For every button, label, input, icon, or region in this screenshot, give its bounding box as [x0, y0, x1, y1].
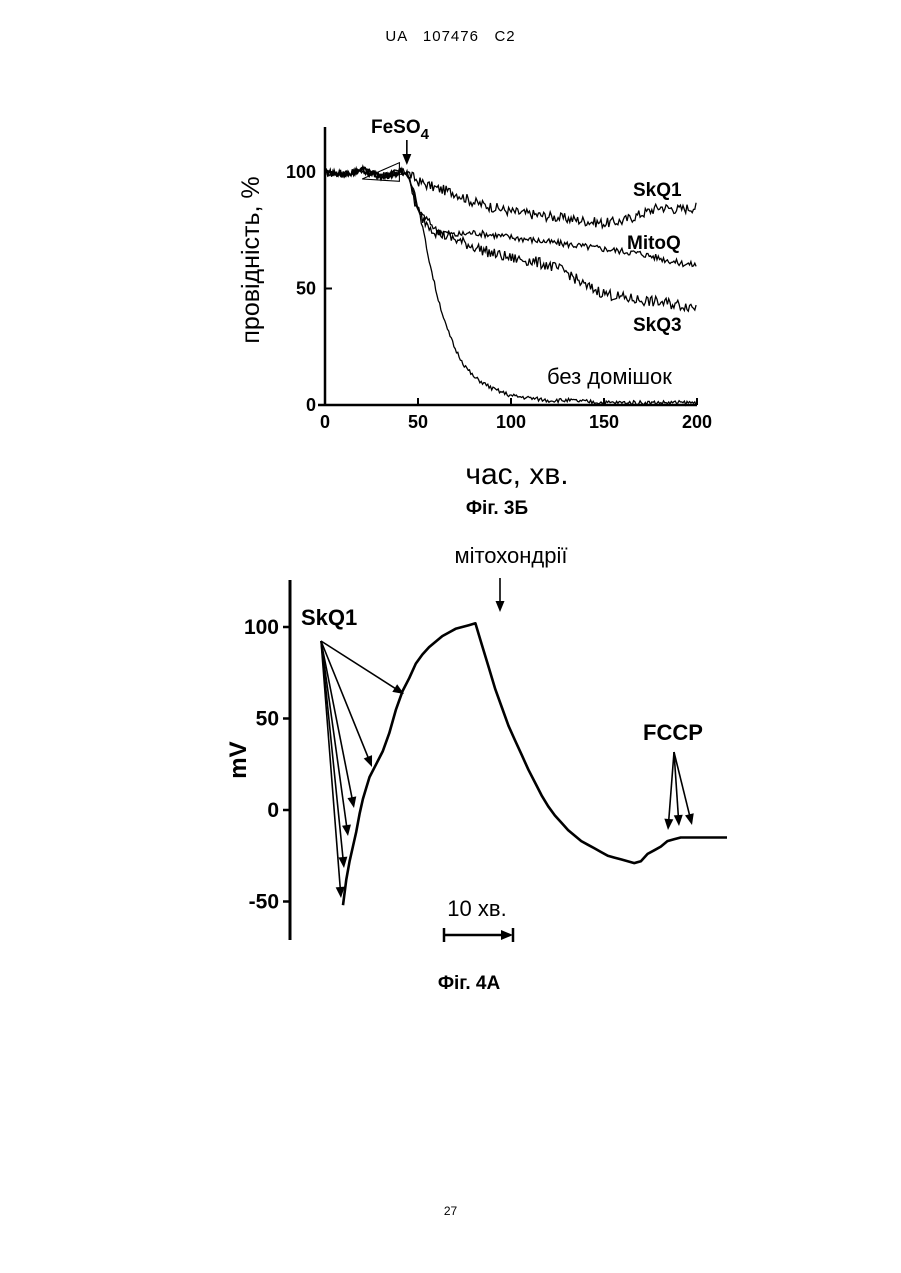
y-tick-label: 50	[256, 708, 279, 731]
series-label: без домішок	[547, 364, 672, 389]
y-tick-label: 50	[296, 279, 316, 299]
fe-annotation-main: FeSO	[371, 117, 421, 138]
chart-fig4a: -50 0 50 100 mV SkQ1 мітохондрії FCCP 10 хв…	[225, 543, 727, 994]
document-header: UA 107476 C2	[385, 28, 516, 45]
skq1-arrow	[320, 640, 371, 762]
chart-fig3b: 0 50 100 150 200 0 50 100 SkQ1 MitoQ SkQ3 без дом…	[237, 117, 712, 519]
skq1-arrow	[320, 640, 342, 893]
mito-arrow-head	[495, 601, 505, 612]
series-line	[324, 166, 697, 407]
y-tick-label: 0	[267, 799, 279, 822]
skq1-arrow	[320, 640, 348, 831]
y-tick-label: -50	[249, 891, 279, 914]
series-label: MitoQ	[627, 233, 681, 254]
figure-caption-3b: Фіг. 3Б	[466, 498, 528, 519]
series-label: SkQ1	[633, 180, 682, 201]
page-number: 27	[443, 1204, 458, 1218]
mv-trace	[341, 622, 727, 906]
y-tick-label: 100	[244, 616, 279, 639]
skq1-label: SkQ1	[301, 605, 357, 630]
x-tick-label: 200	[682, 412, 712, 432]
fccp-arrow-head	[664, 818, 674, 830]
mito-label: мітохондрії	[454, 543, 567, 568]
skq1-arrow-head	[392, 684, 404, 694]
fccp-arrow-head	[684, 813, 694, 825]
skq1-arrow-head	[347, 796, 357, 808]
skq1-arrow	[320, 640, 400, 692]
x-tick-label: 100	[496, 412, 526, 432]
x-tick-label: 0	[320, 412, 330, 432]
fccp-label: FCCP	[643, 720, 703, 745]
scale-bar	[442, 928, 515, 942]
skq1-arrow-head	[363, 755, 373, 767]
skq1-arrow-head	[335, 886, 345, 898]
skq1-arrow	[320, 640, 345, 863]
figure-caption-4a: Фіг. 4А	[438, 973, 501, 994]
x-axis-label: час, хв.	[465, 458, 568, 491]
fccp-arrow-head	[673, 814, 683, 826]
x-tick-label: 150	[589, 412, 619, 432]
y-axis-label: провідність, %	[237, 176, 265, 343]
x-tick-label: 50	[408, 412, 428, 432]
y-axis-label-mv: mV	[225, 741, 252, 778]
series-label: SkQ3	[633, 315, 682, 336]
fe-arrow-head	[402, 154, 412, 165]
skq1-arrow-head	[342, 824, 351, 836]
fe-annotation-sub: 4	[421, 126, 430, 143]
fccp-arrow	[673, 751, 680, 821]
fccp-arrow	[667, 751, 675, 825]
fe-annotation: FeSO4	[371, 117, 430, 143]
noise-decoration	[361, 161, 404, 182]
y-tick-label: 100	[286, 162, 316, 182]
y-tick-label: 0	[306, 395, 316, 415]
scale-bar-label: 10 хв.	[447, 896, 506, 921]
skq1-arrow	[320, 640, 354, 803]
fccp-arrow	[673, 751, 692, 820]
skq1-arrow-head	[338, 856, 348, 868]
